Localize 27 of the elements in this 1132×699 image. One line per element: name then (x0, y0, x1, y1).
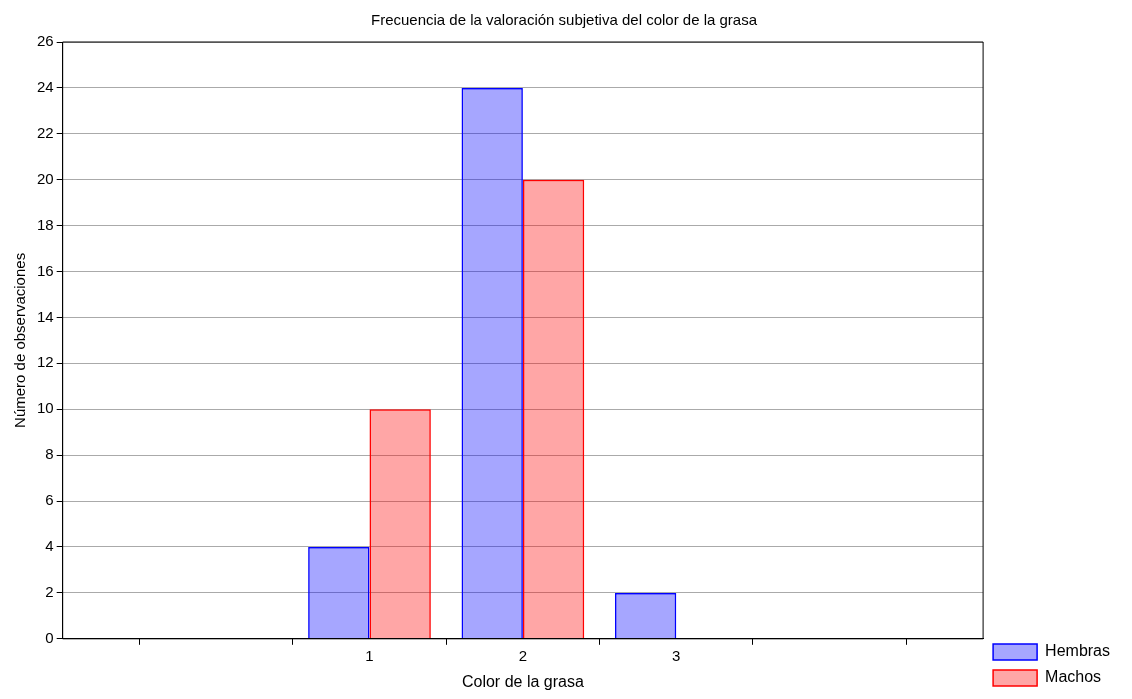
y-tick-label: 16 (37, 261, 54, 279)
x-tick-label: 3 (672, 646, 681, 664)
bar (461, 87, 523, 639)
y-axis-title: Número de observaciones (11, 252, 29, 428)
y-tick-label: 8 (45, 445, 54, 463)
legend-label: Hembras (1045, 642, 1110, 660)
x-tick-label: 2 (518, 646, 528, 664)
y-tick-label: 2 (45, 583, 54, 601)
legend-label: Machos (1045, 668, 1102, 686)
chart-title: Frecuencia de la valoración subjetiva del color de la grasa (370, 11, 758, 29)
y-tick-label: 14 (37, 307, 54, 325)
x-tick-label: 1 (365, 646, 374, 664)
bar (308, 546, 370, 639)
y-tick-label: 4 (45, 537, 54, 555)
y-tick-label: 26 (37, 32, 54, 50)
y-tick-label: 10 (37, 399, 54, 417)
y-tick-label: 18 (37, 215, 54, 233)
x-axis-title: Color de la grasa (461, 672, 584, 690)
bar (614, 592, 677, 639)
y-tick-label: 20 (37, 169, 54, 187)
y-tick-label: 0 (45, 628, 54, 646)
y-tick-label: 12 (37, 353, 54, 371)
y-tick-label: 22 (37, 123, 54, 141)
bar (522, 179, 585, 639)
bar (369, 409, 431, 639)
y-tick-label: 24 (37, 78, 54, 96)
y-tick-label: 6 (45, 491, 54, 509)
